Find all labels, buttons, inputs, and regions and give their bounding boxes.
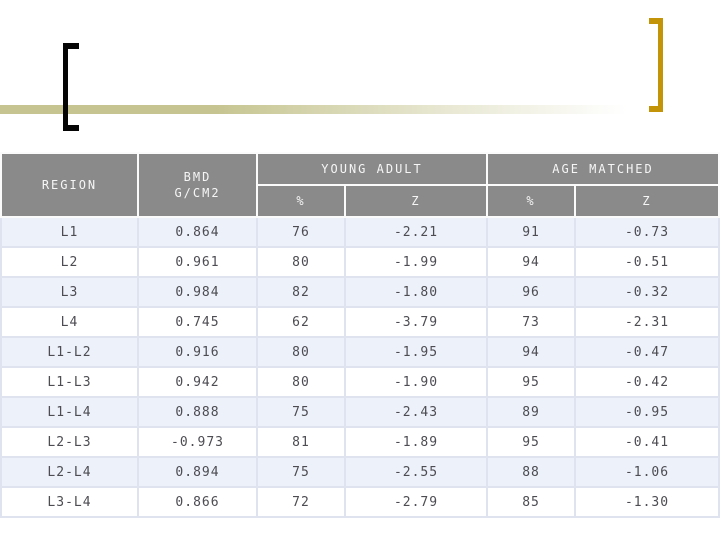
cell-ya_z: -1.80 [343,276,489,308]
cell-am_pct: 88 [486,456,577,488]
left-bracket-icon [63,43,79,131]
cell-am_pct: 95 [486,426,577,458]
table-row: L3-L4 0.866 72 -2.79 85 -1.30 [0,486,720,518]
cell-am_pct: 73 [486,306,577,338]
cell-ya_z: -1.89 [343,426,489,458]
cell-region: L2-L4 [0,456,139,488]
cell-region: L1 [0,216,139,248]
cell-bmd: 0.916 [137,336,258,368]
cell-region: L1-L4 [0,396,139,428]
cell-am_z: -0.42 [574,366,720,398]
cell-ya_pct: 82 [256,276,346,308]
cell-ya_z: -1.90 [343,366,489,398]
cell-am_z: -0.73 [574,216,720,248]
bmd-results-table: REGION BMD G/CM2 YOUNG ADULT AGE MATCHED… [0,152,720,518]
cell-ya_z: -2.21 [343,216,489,248]
col-header-region: REGION [0,152,139,218]
cell-ya_z: -2.43 [343,396,489,428]
cell-am_pct: 95 [486,366,577,398]
cell-region: L2-L3 [0,426,139,458]
cell-bmd: 0.894 [137,456,258,488]
cell-am_pct: 96 [486,276,577,308]
table-row: L1 0.864 76 -2.21 91 -0.73 [0,216,720,248]
cell-ya_pct: 80 [256,336,346,368]
table-body: L1 0.864 76 -2.21 91 -0.73 L2 0.961 80 -1.99 94 -0.… [0,216,720,518]
table-row: L4 0.745 62 -3.79 73 -2.31 [0,306,720,338]
col-header-young-adult-percent: % [256,184,346,218]
cell-region: L3 [0,276,139,308]
col-header-age-matched-z: Z [574,184,720,218]
cell-ya_pct: 75 [256,396,346,428]
cell-am_z: -0.32 [574,276,720,308]
cell-ya_pct: 62 [256,306,346,338]
cell-bmd: 0.961 [137,246,258,278]
col-header-young-adult-z: Z [343,184,489,218]
cell-am_z: -1.30 [574,486,720,518]
cell-bmd: -0.973 [137,426,258,458]
cell-am_z: -1.06 [574,456,720,488]
cell-bmd: 0.984 [137,276,258,308]
cell-am_z: -0.41 [574,426,720,458]
cell-ya_z: -1.99 [343,246,489,278]
table-row: L3 0.984 82 -1.80 96 -0.32 [0,276,720,308]
cell-am_pct: 94 [486,246,577,278]
cell-am_z: -0.51 [574,246,720,278]
cell-region: L1-L2 [0,336,139,368]
cell-am_pct: 85 [486,486,577,518]
cell-ya_z: -3.79 [343,306,489,338]
cell-am_z: -0.47 [574,336,720,368]
cell-ya_pct: 81 [256,426,346,458]
cell-am_pct: 91 [486,216,577,248]
cell-bmd: 0.864 [137,216,258,248]
table-row: L1-L2 0.916 80 -1.95 94 -0.47 [0,336,720,368]
right-bracket-icon [649,18,663,112]
cell-bmd: 0.888 [137,396,258,428]
col-header-bmd: BMD G/CM2 [137,152,258,218]
table-header: REGION BMD G/CM2 YOUNG ADULT AGE MATCHED… [0,152,720,218]
cell-region: L2 [0,246,139,278]
cell-am_pct: 94 [486,336,577,368]
cell-bmd: 0.942 [137,366,258,398]
cell-ya_z: -2.79 [343,486,489,518]
table-row: L2-L4 0.894 75 -2.55 88 -1.06 [0,456,720,488]
col-group-young-adult: YOUNG ADULT [255,152,489,186]
cell-ya_pct: 75 [256,456,346,488]
table-row: L2-L3 -0.973 81 -1.89 95 -0.41 [0,426,720,458]
col-header-bmd-line1: BMD [183,169,212,184]
cell-region: L1-L3 [0,366,139,398]
col-header-age-matched-percent: % [486,184,577,218]
table-row: L1-L3 0.942 80 -1.90 95 -0.42 [0,366,720,398]
cell-am_z: -2.31 [574,306,720,338]
cell-ya_pct: 72 [256,486,346,518]
table-row: L2 0.961 80 -1.99 94 -0.51 [0,246,720,278]
cell-ya_z: -2.55 [343,456,489,488]
col-group-age-matched: AGE MATCHED [486,152,720,186]
cell-bmd: 0.866 [137,486,258,518]
cell-am_z: -0.95 [574,396,720,428]
cell-bmd: 0.745 [137,306,258,338]
col-header-bmd-line2: G/CM2 [174,186,221,200]
cell-region: L4 [0,306,139,338]
cell-region: L3-L4 [0,486,139,518]
cell-ya_pct: 80 [256,366,346,398]
cell-ya_pct: 80 [256,246,346,278]
table-row: L1-L4 0.888 75 -2.43 89 -0.95 [0,396,720,428]
cell-ya_pct: 76 [256,216,346,248]
cell-ya_z: -1.95 [343,336,489,368]
accent-band-decoration [0,105,720,114]
cell-am_pct: 89 [486,396,577,428]
